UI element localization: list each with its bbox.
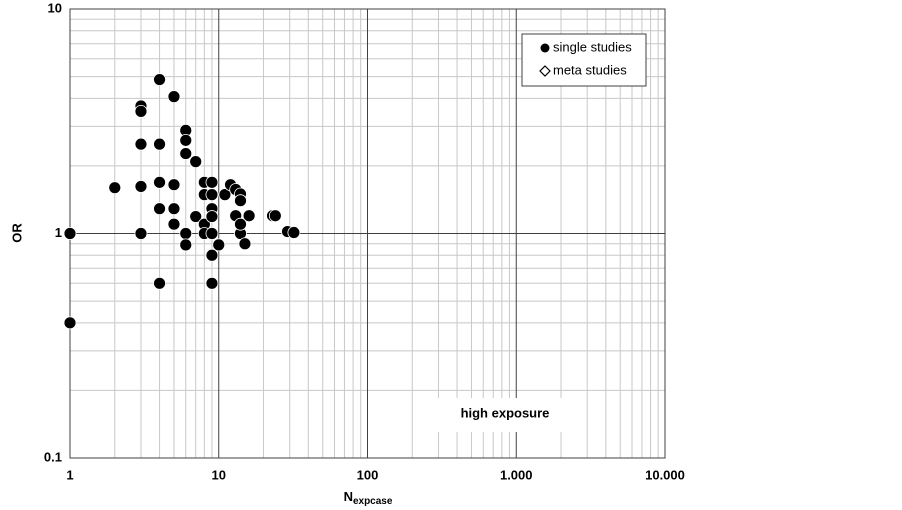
legend-box (521, 33, 647, 87)
point (179, 133, 193, 147)
point (287, 226, 301, 239)
point (218, 188, 232, 202)
x-tick-label: 100 (357, 467, 379, 482)
point (205, 188, 219, 202)
legend-marker (540, 43, 550, 53)
x-tick-label: 10.000 (645, 467, 685, 482)
point (134, 227, 148, 240)
annotation: high exposure (461, 405, 550, 420)
x-axis-label-sub: expcase (353, 496, 393, 507)
point (238, 237, 252, 251)
point (205, 276, 219, 290)
legend-label: meta studies (553, 62, 627, 77)
x-tick-label: 1 (66, 467, 73, 482)
y-axis-label: OR (9, 223, 24, 243)
point (179, 238, 193, 252)
point (63, 316, 77, 330)
x-axis-label-main: N (344, 489, 353, 504)
point (205, 175, 219, 189)
point (205, 248, 219, 262)
point (167, 178, 181, 192)
y-tick-label: 10 (48, 0, 62, 15)
point (153, 202, 166, 216)
point (242, 209, 256, 223)
point (63, 227, 77, 240)
point (268, 209, 282, 223)
point (179, 147, 193, 160)
point (179, 227, 193, 240)
point (234, 194, 247, 208)
legend-label: single studies (553, 39, 632, 54)
legend-marker (539, 65, 551, 77)
point (189, 155, 203, 169)
point (189, 210, 203, 223)
point (167, 217, 181, 231)
point (167, 90, 181, 104)
point (212, 238, 226, 252)
point (167, 202, 181, 216)
point (134, 104, 148, 118)
x-tick-label: 1.000 (500, 467, 533, 482)
point (205, 210, 219, 223)
point (134, 137, 148, 151)
point (134, 180, 148, 193)
y-tick-label: 0.1 (44, 449, 62, 464)
annotation-box (436, 398, 582, 432)
point (153, 73, 166, 86)
x-axis-label: Nexpcase (344, 489, 393, 506)
point (153, 137, 166, 151)
x-tick-label: 10 (212, 467, 226, 482)
point (234, 217, 247, 231)
point (205, 227, 219, 240)
point (153, 276, 166, 290)
point (153, 175, 166, 189)
point (108, 181, 122, 195)
y-tick-label: 1 (55, 225, 62, 240)
